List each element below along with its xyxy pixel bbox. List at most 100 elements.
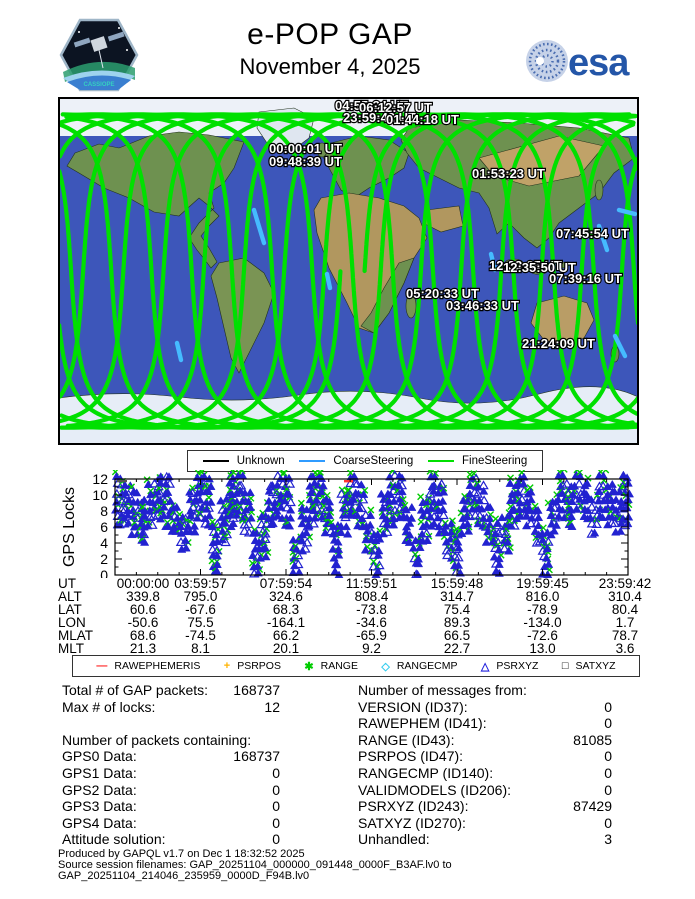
psrxyz-triangle-marker xyxy=(557,480,569,490)
psrxyz-triangle-marker xyxy=(139,537,150,546)
ground-track xyxy=(64,112,638,430)
psrxyz-triangle-marker xyxy=(561,478,573,488)
psrxyz-triangle-marker xyxy=(180,535,191,544)
table-cell: -74.5 xyxy=(185,627,216,643)
psrxyz-triangle-marker xyxy=(478,495,490,505)
psrxyz-triangle-marker xyxy=(521,511,532,519)
range-cross-marker xyxy=(236,503,244,511)
table-cell: 68.6 xyxy=(129,627,157,643)
psrxyz-triangle-marker xyxy=(199,472,209,480)
psrxyz-triangle-marker xyxy=(187,502,199,511)
psrxyz-triangle-marker xyxy=(260,543,270,552)
steering-legend: Unknown CoarseSteering FineSteering xyxy=(187,450,543,472)
psrxyz-triangle-marker xyxy=(509,504,519,513)
psrxyz-triangle-marker xyxy=(246,513,256,522)
psrxyz-triangle-marker xyxy=(324,503,334,512)
psrxyz-triangle-marker xyxy=(516,494,528,504)
psrxyz-triangle-marker xyxy=(438,496,448,505)
psrxyz-triangle-marker xyxy=(261,518,272,528)
psrxyz-triangle-marker xyxy=(543,536,554,546)
stat-row: RAWEPHEM (ID41): 0 xyxy=(358,715,612,732)
psrxyz-triangle-marker xyxy=(245,488,255,497)
psrxyz-triangle-marker xyxy=(165,496,176,505)
psrxyz-triangle-marker xyxy=(203,502,215,512)
map-time-label: 03:46:33 UT xyxy=(446,298,519,313)
table-cell: 60.6 xyxy=(129,601,157,617)
table-cell: 23:59:42 xyxy=(598,576,652,591)
psrxyz-triangle-marker xyxy=(562,488,574,498)
psrxyz-triangle-marker xyxy=(300,543,311,553)
map-antarctica xyxy=(59,386,638,444)
psrxyz-triangle-marker xyxy=(505,511,516,520)
stat-row: Attitude solution: 0 xyxy=(62,831,280,848)
psrxyz-triangle-marker xyxy=(589,528,600,537)
map-time-label: 06:12:57 UT xyxy=(359,100,432,115)
table-cell: -73.8 xyxy=(356,601,387,617)
psrxyz-triangle-marker xyxy=(533,513,544,521)
psrxyz-triangle-marker xyxy=(526,487,536,496)
psrxyz-triangle-marker xyxy=(397,487,407,496)
stat-spacer xyxy=(62,715,280,732)
range-cross-marker xyxy=(189,484,197,492)
psrxyz-triangle-marker xyxy=(189,521,200,530)
table-row-label: LON xyxy=(58,614,86,630)
psrxyz-triangle-marker xyxy=(336,488,347,498)
psrxyz-triangle-marker xyxy=(351,478,363,488)
legend-symbol: + xyxy=(223,660,231,672)
psrxyz-triangle-marker xyxy=(542,544,552,553)
psrxyz-triangle-marker xyxy=(253,561,263,570)
table-cell: 75.5 xyxy=(187,614,214,630)
psrxyz-triangle-marker xyxy=(485,502,495,511)
psrxyz-triangle-marker xyxy=(396,480,408,490)
patch-star xyxy=(126,49,128,51)
psrxyz-triangle-marker xyxy=(272,511,283,520)
psrxyz-triangle-marker xyxy=(365,520,375,529)
psrxyz-triangle-marker xyxy=(586,501,598,511)
psrxyz-triangle-marker xyxy=(220,537,231,547)
psrxyz-triangle-marker xyxy=(155,488,166,498)
psrxyz-triangle-marker xyxy=(519,472,529,481)
psrxyz-triangle-marker xyxy=(344,489,356,499)
psrxyz-triangle-marker xyxy=(311,503,323,513)
map-time-label: 01:53:23 UT xyxy=(472,166,545,181)
psrxyz-triangle-marker xyxy=(376,489,386,498)
psrxyz-triangle-marker xyxy=(525,518,537,528)
psrxyz-triangle-marker xyxy=(438,487,449,496)
psrxyz-triangle-marker xyxy=(204,487,214,496)
stat-label: GPS0 Data: xyxy=(62,748,137,765)
table-cell: 00:00:00 xyxy=(116,576,170,591)
psrxyz-triangle-marker xyxy=(574,503,586,513)
psrxyz-triangle-marker xyxy=(285,505,296,514)
psrxyz-triangle-marker xyxy=(264,496,274,505)
footer-source-files-1: Source session filenames: GAP_20251104_0… xyxy=(58,858,452,871)
range-cross-marker xyxy=(389,470,397,475)
map-time-label: 04:55:34 UT xyxy=(335,98,408,113)
legend-symbol: ✱ xyxy=(304,660,314,673)
psrxyz-triangle-marker xyxy=(429,472,440,481)
range-cross-marker xyxy=(426,470,434,475)
psrxyz-triangle-marker xyxy=(190,527,200,536)
stat-row: GPS0 Data: 168737 xyxy=(62,748,280,765)
psrxyz-triangle-marker xyxy=(429,519,439,528)
table-cell: 13.0 xyxy=(529,640,556,656)
stat-label: GPS1 Data: xyxy=(62,764,137,781)
patch-earth xyxy=(67,75,131,90)
legend-label: CoarseSteering xyxy=(333,455,414,467)
psrxyz-triangle-marker xyxy=(597,481,609,490)
psrxyz-triangle-marker xyxy=(288,568,298,576)
psrxyz-triangle-marker xyxy=(499,543,510,553)
range-cross-marker xyxy=(367,506,375,514)
psrxyz-triangle-marker xyxy=(181,543,191,552)
table-cell: 89.3 xyxy=(443,614,471,630)
psrxyz-triangle-marker xyxy=(206,482,216,490)
psrxyz-triangle-marker xyxy=(301,528,312,537)
psrxyz-triangle-marker xyxy=(611,495,621,504)
stat-label: Number of messages from: xyxy=(358,682,527,698)
psrxyz-triangle-marker xyxy=(388,486,399,495)
psrxyz-triangle-marker xyxy=(415,543,425,551)
psrxyz-triangle-marker xyxy=(489,552,500,561)
legend-symbol: □ xyxy=(561,660,569,672)
stat-value: 0 xyxy=(604,748,612,765)
table-cell: 78.7 xyxy=(611,627,639,643)
psrxyz-triangle-marker xyxy=(574,494,585,503)
